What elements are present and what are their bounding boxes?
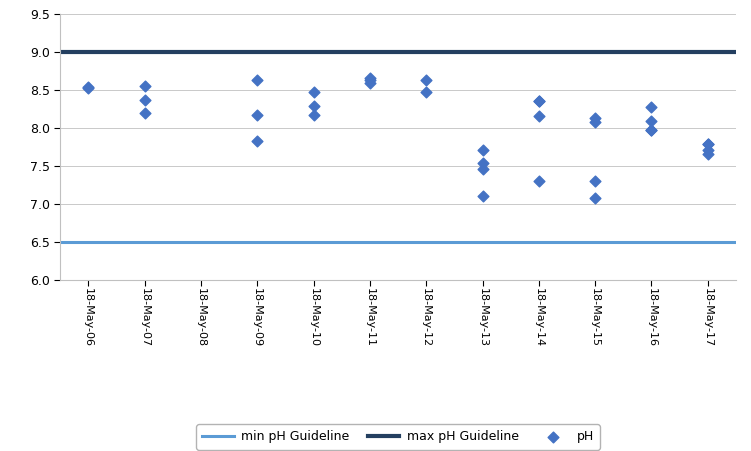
- pH: [138, 82, 150, 89]
- pH: [138, 110, 150, 117]
- pH: [589, 114, 601, 121]
- pH: [701, 151, 713, 158]
- pH: [308, 102, 320, 109]
- min pH Guideline: [140, 239, 149, 244]
- pH: [364, 76, 376, 83]
- pH: [251, 76, 263, 83]
- pH: [251, 112, 263, 119]
- pH: [533, 177, 545, 184]
- max pH Guideline: [140, 49, 149, 54]
- pH: [533, 97, 545, 105]
- min pH Guideline: [83, 239, 93, 244]
- pH: [421, 77, 433, 84]
- pH: [645, 126, 658, 133]
- pH: [308, 88, 320, 96]
- pH: [645, 118, 658, 125]
- pH: [421, 88, 433, 96]
- pH: [477, 160, 489, 167]
- pH: [701, 147, 713, 154]
- pH: [701, 141, 713, 148]
- pH: [364, 74, 376, 82]
- pH: [251, 138, 263, 145]
- pH: [477, 147, 489, 154]
- pH: [589, 195, 601, 202]
- pH: [477, 165, 489, 172]
- pH: [701, 141, 713, 148]
- pH: [364, 79, 376, 86]
- pH: [308, 112, 320, 119]
- Legend: min pH Guideline, max pH Guideline, pH: min pH Guideline, max pH Guideline, pH: [196, 424, 600, 450]
- pH: [533, 113, 545, 120]
- pH: [589, 177, 601, 184]
- pH: [645, 103, 658, 110]
- max pH Guideline: [83, 49, 93, 54]
- pH: [82, 83, 95, 90]
- pH: [82, 84, 95, 92]
- pH: [589, 119, 601, 126]
- pH: [138, 97, 150, 104]
- pH: [533, 97, 545, 105]
- pH: [645, 126, 658, 133]
- pH: [477, 193, 489, 200]
